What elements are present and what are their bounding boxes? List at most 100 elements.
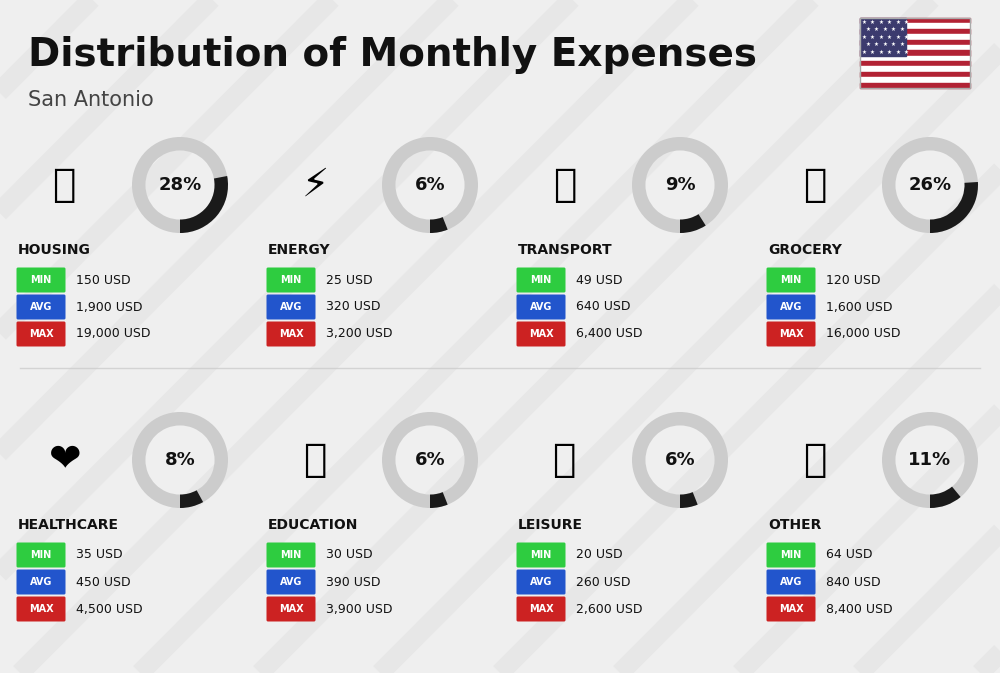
Text: ★: ★ bbox=[870, 34, 875, 40]
Wedge shape bbox=[680, 492, 698, 508]
Text: 6,400 USD: 6,400 USD bbox=[576, 328, 642, 341]
FancyBboxPatch shape bbox=[516, 295, 566, 320]
Wedge shape bbox=[430, 492, 448, 508]
Text: San Antonio: San Antonio bbox=[28, 90, 154, 110]
Text: MAX: MAX bbox=[529, 329, 553, 339]
FancyBboxPatch shape bbox=[516, 267, 566, 293]
Text: ★: ★ bbox=[891, 27, 896, 32]
Text: AVG: AVG bbox=[280, 577, 302, 587]
Wedge shape bbox=[930, 487, 961, 508]
FancyBboxPatch shape bbox=[767, 295, 816, 320]
Text: 390 USD: 390 USD bbox=[326, 575, 380, 588]
Bar bbox=[860, 29, 970, 34]
Wedge shape bbox=[132, 137, 228, 233]
Text: ★: ★ bbox=[866, 42, 870, 47]
Text: ★: ★ bbox=[862, 20, 866, 24]
Text: ★: ★ bbox=[896, 34, 900, 40]
FancyBboxPatch shape bbox=[266, 542, 316, 567]
Text: AVG: AVG bbox=[30, 302, 52, 312]
FancyBboxPatch shape bbox=[516, 596, 566, 621]
Text: AVG: AVG bbox=[780, 577, 802, 587]
Text: 16,000 USD: 16,000 USD bbox=[826, 328, 900, 341]
Text: MIN: MIN bbox=[530, 275, 552, 285]
Text: 19,000 USD: 19,000 USD bbox=[76, 328, 150, 341]
Text: 2,600 USD: 2,600 USD bbox=[576, 602, 642, 616]
Text: 6%: 6% bbox=[665, 451, 695, 469]
Text: HEALTHCARE: HEALTHCARE bbox=[18, 518, 119, 532]
Text: ★: ★ bbox=[862, 34, 866, 40]
Text: 🎓: 🎓 bbox=[303, 441, 327, 479]
Wedge shape bbox=[632, 412, 728, 508]
Text: GROCERY: GROCERY bbox=[768, 243, 842, 257]
Text: ★: ★ bbox=[862, 50, 866, 55]
FancyBboxPatch shape bbox=[16, 322, 66, 347]
Bar bbox=[860, 83, 970, 88]
Wedge shape bbox=[680, 214, 706, 233]
Wedge shape bbox=[430, 217, 448, 233]
FancyBboxPatch shape bbox=[516, 322, 566, 347]
Text: AVG: AVG bbox=[530, 302, 552, 312]
Text: 🚌: 🚌 bbox=[553, 166, 577, 204]
Bar bbox=[860, 72, 970, 77]
FancyBboxPatch shape bbox=[16, 542, 66, 567]
Text: 3,200 USD: 3,200 USD bbox=[326, 328, 392, 341]
Bar bbox=[860, 34, 970, 40]
FancyBboxPatch shape bbox=[767, 569, 816, 594]
Text: MIN: MIN bbox=[30, 550, 52, 560]
Text: ★: ★ bbox=[904, 34, 909, 40]
Wedge shape bbox=[632, 137, 728, 233]
FancyBboxPatch shape bbox=[266, 569, 316, 594]
Text: 8,400 USD: 8,400 USD bbox=[826, 602, 893, 616]
Text: TRANSPORT: TRANSPORT bbox=[518, 243, 613, 257]
Text: MAX: MAX bbox=[29, 604, 53, 614]
Text: ★: ★ bbox=[874, 27, 879, 32]
FancyBboxPatch shape bbox=[767, 596, 816, 621]
Bar bbox=[860, 40, 970, 45]
Text: 11%: 11% bbox=[908, 451, 952, 469]
Wedge shape bbox=[930, 182, 978, 233]
Text: ★: ★ bbox=[900, 42, 904, 47]
Text: 🏗️: 🏗️ bbox=[53, 166, 77, 204]
Text: MIN: MIN bbox=[280, 550, 302, 560]
Text: ★: ★ bbox=[887, 34, 892, 40]
Bar bbox=[860, 45, 970, 50]
Text: ★: ★ bbox=[883, 27, 887, 32]
Text: MIN: MIN bbox=[280, 275, 302, 285]
Text: ★: ★ bbox=[879, 20, 883, 24]
Text: 9%: 9% bbox=[665, 176, 695, 194]
FancyBboxPatch shape bbox=[16, 267, 66, 293]
Text: MAX: MAX bbox=[779, 329, 803, 339]
Text: 26%: 26% bbox=[908, 176, 952, 194]
Text: 260 USD: 260 USD bbox=[576, 575, 631, 588]
Text: ENERGY: ENERGY bbox=[268, 243, 331, 257]
Text: 1,900 USD: 1,900 USD bbox=[76, 301, 143, 314]
Wedge shape bbox=[180, 176, 228, 233]
Text: HOUSING: HOUSING bbox=[18, 243, 91, 257]
Wedge shape bbox=[882, 137, 978, 233]
FancyBboxPatch shape bbox=[516, 569, 566, 594]
Wedge shape bbox=[882, 412, 978, 508]
Text: 🛒: 🛒 bbox=[803, 166, 827, 204]
FancyBboxPatch shape bbox=[767, 267, 816, 293]
Text: MAX: MAX bbox=[279, 604, 303, 614]
Bar bbox=[860, 24, 970, 29]
Text: 640 USD: 640 USD bbox=[576, 301, 631, 314]
Text: 320 USD: 320 USD bbox=[326, 301, 380, 314]
Text: MAX: MAX bbox=[779, 604, 803, 614]
FancyBboxPatch shape bbox=[266, 596, 316, 621]
Text: 150 USD: 150 USD bbox=[76, 273, 131, 287]
FancyBboxPatch shape bbox=[266, 322, 316, 347]
Text: 6%: 6% bbox=[415, 176, 445, 194]
Text: ★: ★ bbox=[896, 50, 900, 55]
Bar bbox=[860, 50, 970, 56]
Text: LEISURE: LEISURE bbox=[518, 518, 583, 532]
Text: MIN: MIN bbox=[780, 275, 802, 285]
Text: 49 USD: 49 USD bbox=[576, 273, 622, 287]
Text: AVG: AVG bbox=[780, 302, 802, 312]
Bar bbox=[860, 77, 970, 83]
FancyBboxPatch shape bbox=[516, 542, 566, 567]
Text: ★: ★ bbox=[879, 50, 883, 55]
FancyBboxPatch shape bbox=[16, 295, 66, 320]
Text: OTHER: OTHER bbox=[768, 518, 821, 532]
Wedge shape bbox=[382, 412, 478, 508]
